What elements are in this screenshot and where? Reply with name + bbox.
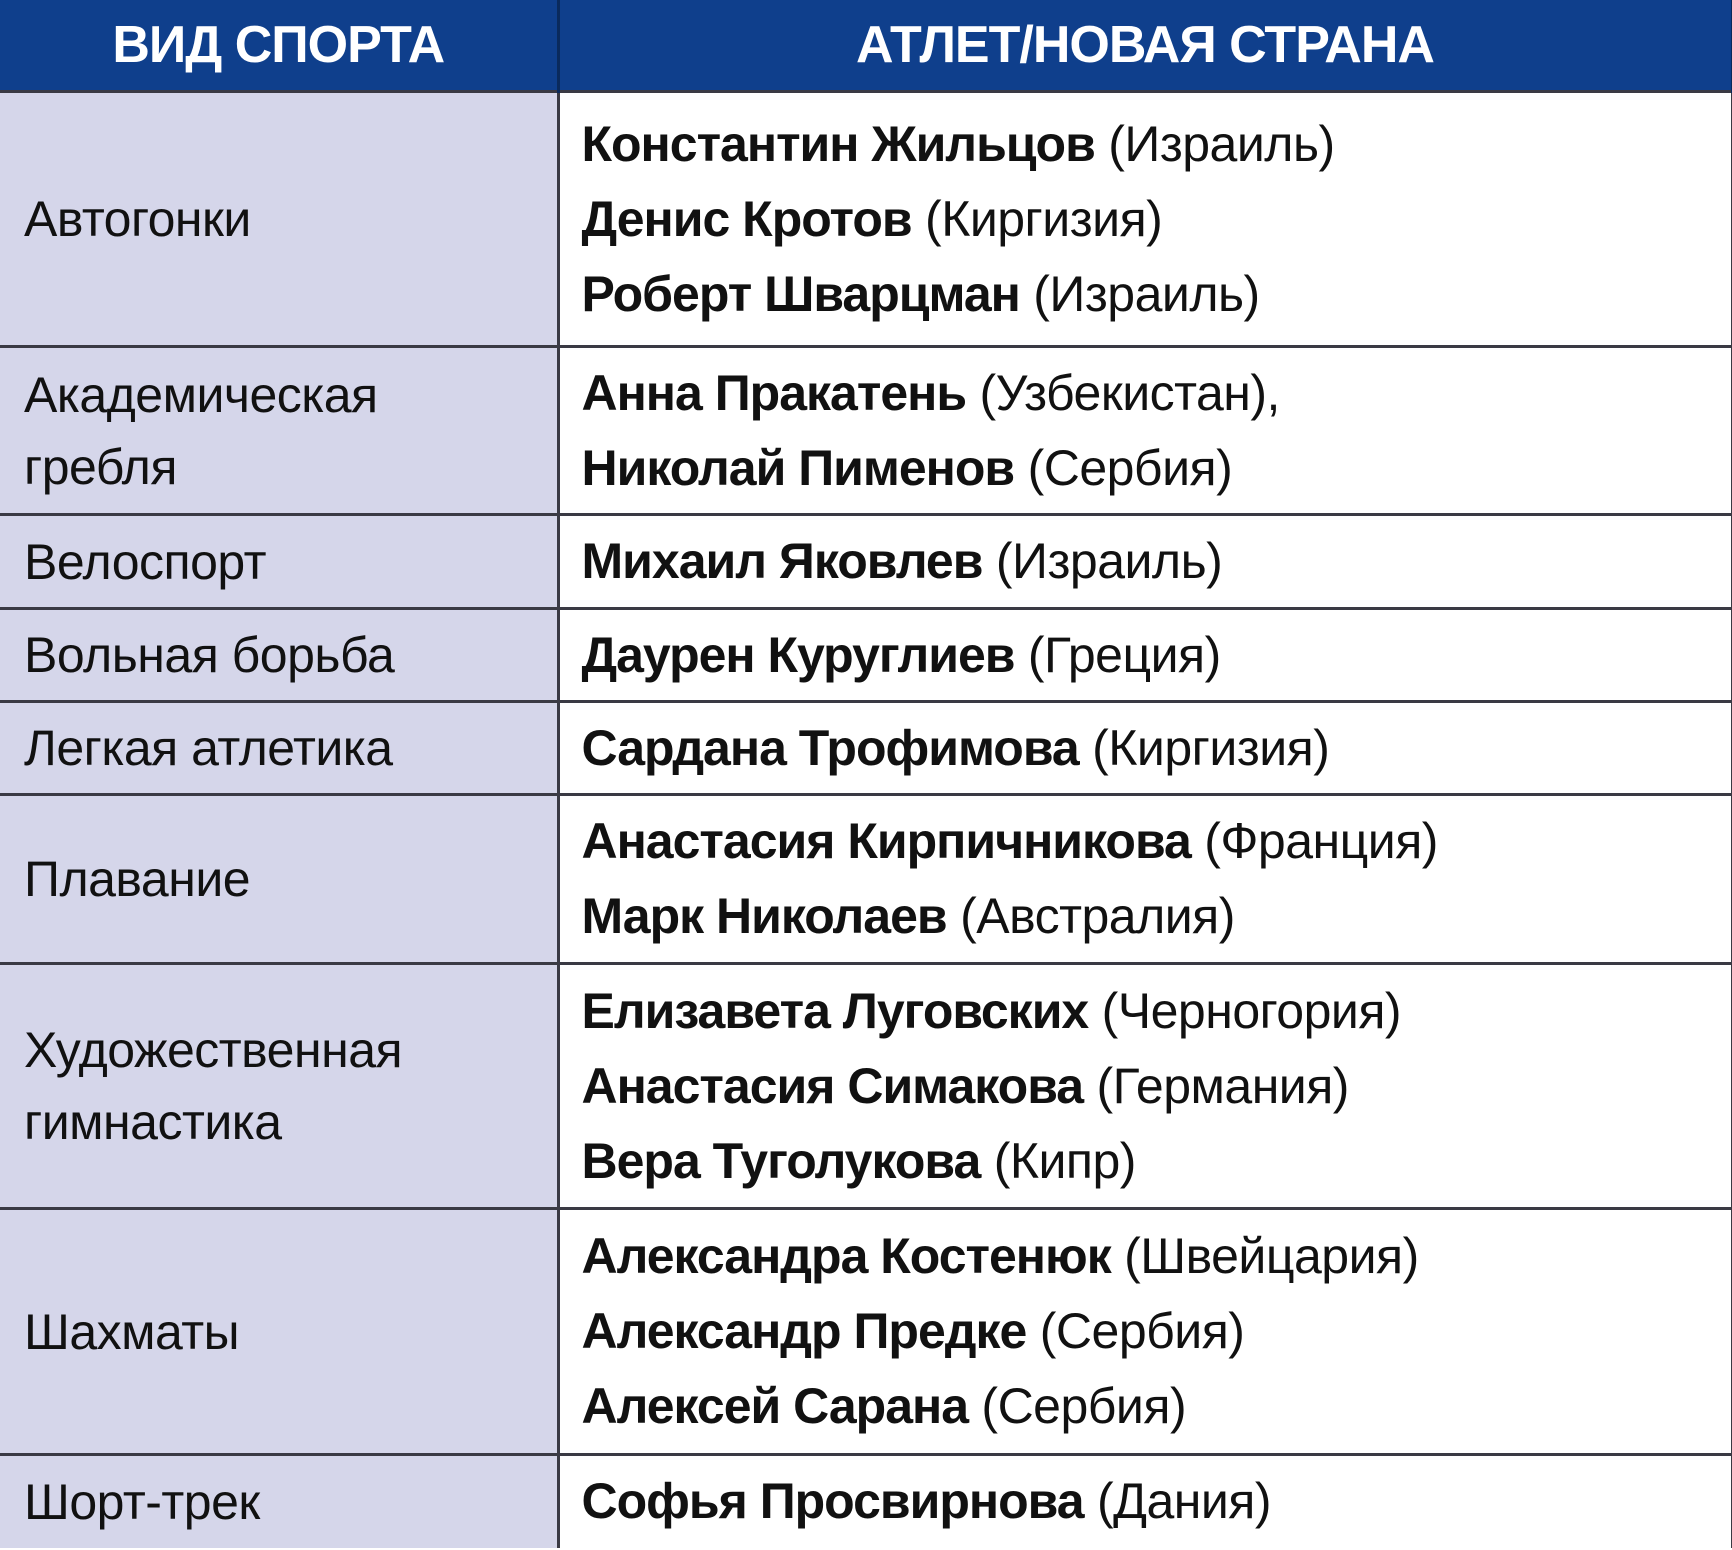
athlete-name: Вера Туголукова xyxy=(581,1132,982,1189)
athlete-entry: Александр Предке (Сербия) xyxy=(582,1294,1731,1369)
athlete-name: Анастасия Кирпичникова xyxy=(581,813,1192,869)
athlete-country: (Сербия) xyxy=(1039,1303,1245,1359)
table-row: Автогонки Константин Жильцов (Израиль) Ден… xyxy=(0,90,1732,347)
header-row: ВИД СПОРТА АТЛЕТ/НОВАЯ СТРАНА xyxy=(0,0,1732,92)
sport-cell: Художественная гимнастика xyxy=(0,962,560,1209)
table-row: Плавание Анастасия Кирпичникова (Франция)… xyxy=(0,793,1732,964)
athlete-entry: Константин Жильцов (Израиль) xyxy=(582,107,1731,182)
athletes-cell: Даурен Куруглиев (Греция) xyxy=(558,607,1732,702)
athlete-country: (Швейцария) xyxy=(1124,1228,1419,1284)
athlete-name: Денис Кротов xyxy=(581,190,913,247)
athlete-country: (Киргизия) xyxy=(1092,719,1330,776)
athlete-name: Александр Предке xyxy=(581,1303,1028,1359)
athlete-country: (Франция) xyxy=(1204,813,1438,869)
athletes-cell: Анна Пракатень (Узбекистан), Николай Пиме… xyxy=(558,345,1732,515)
athlete-country: (Израиль) xyxy=(1108,115,1335,172)
sport-cell: Шорт-трек xyxy=(0,1453,560,1548)
athlete-country: (Черногория) xyxy=(1101,982,1402,1039)
athlete-name: Алексей Сарана xyxy=(581,1378,970,1434)
athlete-entry: Софья Просвирнова (Дания) xyxy=(582,1464,1731,1539)
athlete-entry: Николай Пименов (Сербия) xyxy=(582,431,1731,506)
athlete-entry: Роберт Шварцман (Израиль) xyxy=(582,257,1731,332)
athlete-country: (Кипр) xyxy=(993,1132,1137,1189)
athletes-cell: Елизавета Луговских (Черногория) Анастаси… xyxy=(558,962,1732,1209)
athlete-entry: Даурен Куруглиев (Греция) xyxy=(582,618,1731,693)
athlete-country: (Германия) xyxy=(1096,1057,1350,1114)
athlete-name: Даурен Куруглиев xyxy=(581,626,1016,683)
athlete-name: Михаил Яковлев xyxy=(581,533,984,589)
athlete-country: (Австралия) xyxy=(960,888,1235,944)
athlete-name: Николай Пименов xyxy=(581,439,1016,496)
athlete-name: Александра Костенюк xyxy=(581,1228,1112,1284)
athletes-cell: Александра Костенюк (Швейцария) Александр… xyxy=(558,1207,1732,1455)
athlete-entry: Алексей Сарана (Сербия) xyxy=(582,1369,1731,1444)
athlete-country: (Израиль) xyxy=(1033,265,1260,322)
header-sport: ВИД СПОРТА xyxy=(0,0,560,92)
athlete-entry: Александра Костенюк (Швейцария) xyxy=(582,1219,1731,1294)
athlete-name: Роберт Шварцман xyxy=(581,265,1021,322)
table-row: Художественная гимнастика Елизавета Лугов… xyxy=(0,962,1732,1209)
athlete-country: (Сербия) xyxy=(1027,439,1233,496)
table-row: Шахматы Александра Костенюк (Швейцария) Ал… xyxy=(0,1207,1732,1455)
table-row: Шорт-трек Софья Просвирнова (Дания) xyxy=(0,1453,1732,1548)
athlete-entry: Сардана Трофимова (Киргизия) xyxy=(582,711,1731,786)
athlete-entry: Вера Туголукова (Кипр) xyxy=(582,1124,1731,1199)
athlete-entry: Марк Николаев (Австралия) xyxy=(582,879,1731,954)
athlete-country: (Греция) xyxy=(1027,626,1221,683)
athletes-cell: Анастасия Кирпичникова (Франция) Марк Ник… xyxy=(558,793,1732,964)
athletes-cell: Михаил Яковлев (Израиль) xyxy=(558,513,1732,609)
athlete-entry: Михаил Яковлев (Израиль) xyxy=(582,524,1731,599)
athletes-cell: Константин Жильцов (Израиль) Денис Кротов… xyxy=(558,90,1732,347)
athlete-name: Елизавета Луговских xyxy=(581,982,1090,1039)
sport-cell: Плавание xyxy=(0,793,560,964)
table-row: Легкая атлетика Сардана Трофимова (Киргиз… xyxy=(0,700,1732,795)
athlete-name: Марк Николаев xyxy=(581,888,948,944)
athlete-country: (Израиль) xyxy=(995,533,1223,589)
sport-cell: Вольная борьба xyxy=(0,607,560,702)
athlete-name: Анастасия Симакова xyxy=(581,1057,1085,1114)
athlete-entry: Анастасия Кирпичникова (Франция) xyxy=(582,804,1731,879)
sport-cell: Академическая гребля xyxy=(0,345,560,515)
header-athlete-country: АТЛЕТ/НОВАЯ СТРАНА xyxy=(558,0,1732,92)
athlete-name: Константин Жильцов xyxy=(581,115,1096,172)
athlete-entry: Денис Кротов (Киргизия) xyxy=(582,182,1731,257)
sport-cell: Велоспорт xyxy=(0,513,560,609)
athlete-entry: Елизавета Луговских (Черногория) xyxy=(582,974,1731,1049)
athlete-country: (Сербия) xyxy=(981,1378,1187,1434)
table-row: Академическая гребля Анна Пракатень (Узбе… xyxy=(0,345,1732,515)
athlete-country: (Киргизия) xyxy=(925,190,1163,247)
athlete-name: Анна Пракатень xyxy=(581,364,968,421)
athlete-country: (Узбекистан), xyxy=(979,364,1280,421)
sport-cell: Автогонки xyxy=(0,90,560,347)
sport-cell: Легкая атлетика xyxy=(0,700,560,795)
athlete-country: (Дания) xyxy=(1096,1473,1272,1530)
table-row: Велоспорт Михаил Яковлев (Израиль) xyxy=(0,513,1732,609)
athlete-entry: Анастасия Симакова (Германия) xyxy=(582,1049,1731,1124)
table-row: Вольная борьба Даурен Куруглиев (Греция) xyxy=(0,607,1732,702)
athlete-name: Сардана Трофимова xyxy=(581,719,1080,776)
athlete-name: Софья Просвирнова xyxy=(581,1473,1085,1530)
sport-cell: Шахматы xyxy=(0,1207,560,1455)
athletes-cell: Сардана Трофимова (Киргизия) xyxy=(558,700,1732,795)
athlete-entry: Анна Пракатень (Узбекистан), xyxy=(582,356,1731,431)
athletes-cell: Софья Просвирнова (Дания) xyxy=(558,1453,1732,1548)
